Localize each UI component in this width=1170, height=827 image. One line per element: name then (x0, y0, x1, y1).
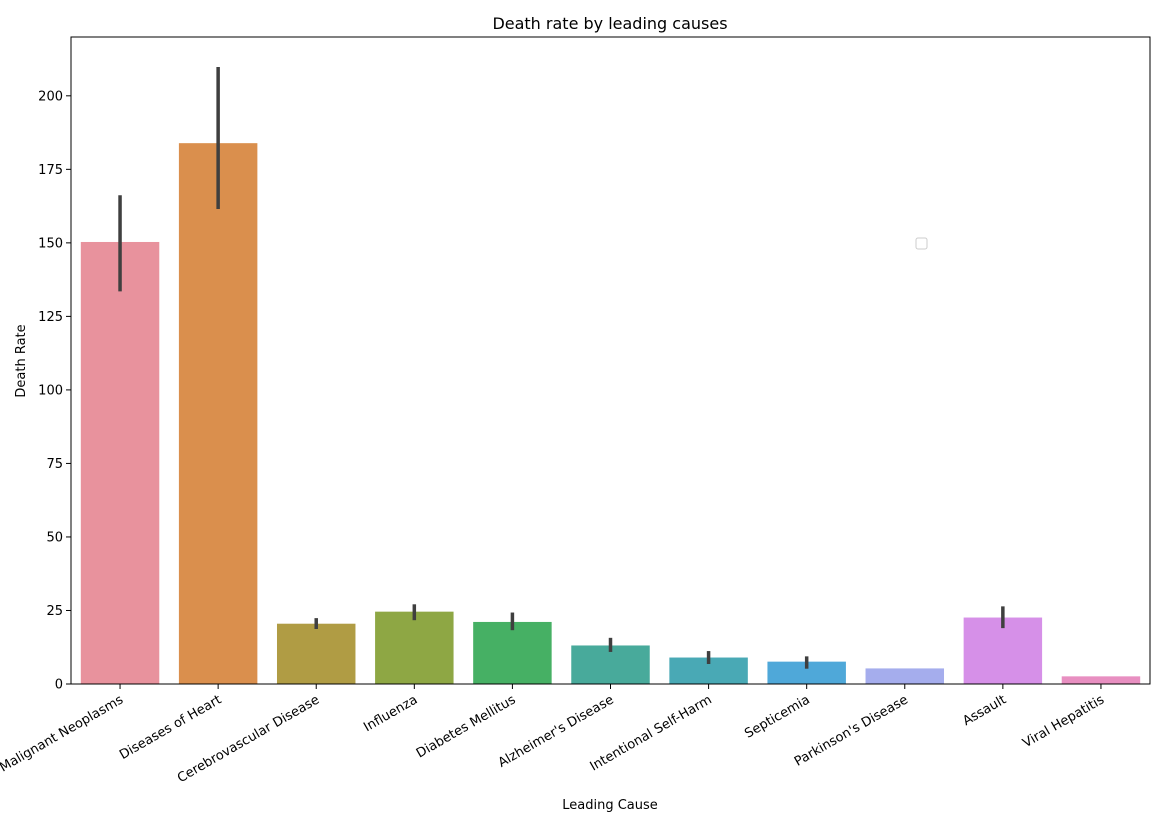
y-tick-label: 125 (38, 310, 63, 325)
y-tick-label: 75 (46, 457, 63, 472)
bar (865, 668, 945, 684)
y-tick-label: 175 (38, 163, 63, 178)
x-axis-label: Leading Cause (562, 798, 658, 813)
y-tick-label: 100 (38, 383, 63, 398)
y-axis-label: Death Rate (14, 324, 29, 397)
bar (276, 623, 356, 684)
bar (178, 143, 258, 685)
bar (1061, 676, 1141, 684)
y-tick-label: 25 (46, 604, 63, 619)
y-tick-label: 150 (38, 236, 63, 251)
bar (375, 611, 454, 684)
y-tick-label: 200 (38, 89, 63, 104)
chart-title: Death rate by leading causes (492, 14, 727, 33)
legend-box (915, 237, 928, 250)
bar (473, 621, 552, 684)
y-tick-label: 0 (55, 678, 63, 693)
bar (80, 241, 160, 684)
plot-frame (70, 36, 1151, 685)
y-tick-label: 50 (46, 530, 63, 545)
bar (767, 661, 846, 684)
bar (963, 617, 1043, 684)
